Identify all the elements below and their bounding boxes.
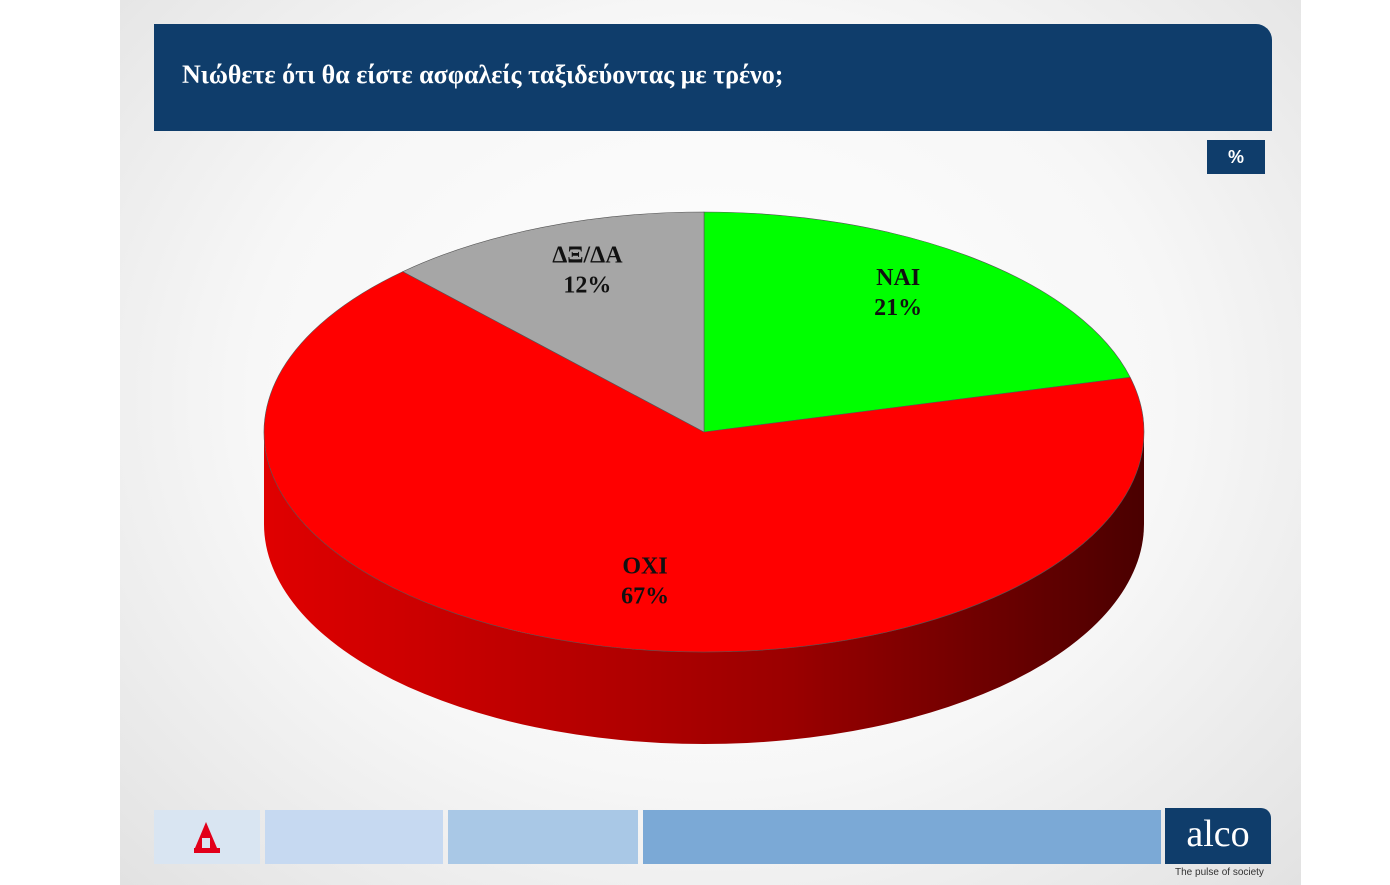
pie-value-ναι: 21% — [874, 295, 922, 321]
unit-badge: % — [1207, 140, 1265, 174]
alpha-logo — [154, 810, 260, 864]
alpha-logo-icon — [192, 820, 222, 854]
footer-segment-1 — [265, 810, 443, 864]
pie-tops — [263, 211, 1145, 653]
pie-label-οχι: ΟΧΙ — [622, 553, 667, 579]
pie-label-δξ-δα: ΔΞ/ΔΑ — [552, 243, 623, 269]
chart-title: Νιώθετε ότι θα είστε ασφαλείς ταξιδεύοντ… — [182, 60, 784, 89]
pie-slice-ναι — [703, 211, 1131, 433]
pie-slice-δξ-δα — [402, 211, 705, 433]
pie-value-δξ-δα: 12% — [563, 273, 611, 299]
pie-side-οχι — [264, 432, 1144, 744]
alco-tagline: The pulse of society — [1175, 867, 1264, 878]
footer-segment-3 — [643, 810, 1161, 864]
pie-label-ναι: ΝΑΙ — [876, 265, 920, 291]
footer-segment-2 — [448, 810, 638, 864]
pie-sides — [264, 432, 1144, 744]
pie-slice-οχι — [263, 271, 1145, 653]
pie-labels: ΝΑΙ 21% ΟΧΙ 67% ΔΞ/ΔΑ 12% — [552, 243, 922, 610]
alco-logo: alco — [1165, 808, 1271, 864]
alco-logo-text: alco — [1186, 813, 1250, 855]
pie-value-οχι: 67% — [621, 583, 669, 609]
title-bar: Νιώθετε ότι θα είστε ασφαλείς ταξιδεύοντ… — [154, 24, 1272, 131]
